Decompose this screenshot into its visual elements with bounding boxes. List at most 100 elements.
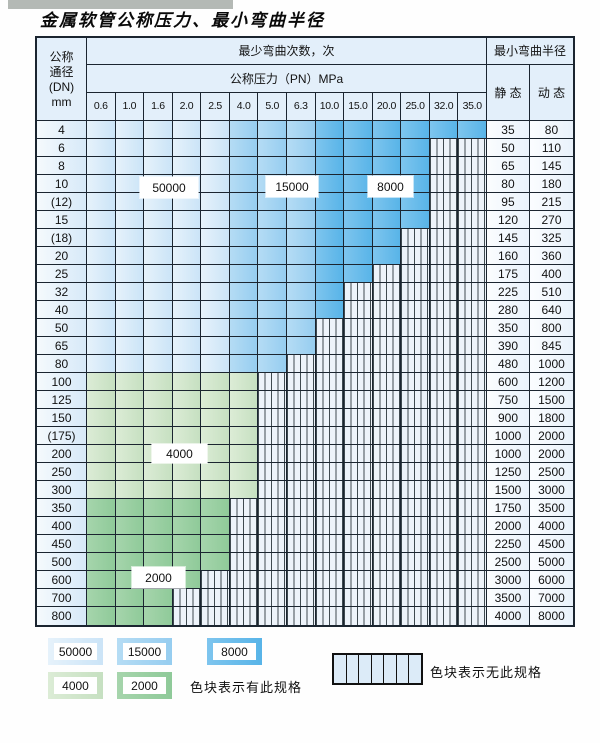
- spec-cell: [401, 193, 430, 211]
- no-spec-cell: [315, 535, 345, 553]
- spec-cell: [115, 535, 145, 553]
- spec-cell: [144, 139, 173, 157]
- no-spec-cell: [315, 337, 345, 355]
- no-spec-cell: [401, 355, 430, 373]
- spec-cell: [172, 157, 202, 175]
- no-spec-cell: [258, 391, 287, 409]
- no-spec-cell: [401, 373, 430, 391]
- spec-cell: [144, 427, 173, 445]
- dn-cell: 300: [37, 481, 87, 499]
- spec-cell: [115, 373, 145, 391]
- dn-cell: 700: [37, 589, 87, 607]
- spec-cell: [258, 337, 287, 355]
- spec-cell: [115, 355, 145, 373]
- spec-cell: [258, 193, 287, 211]
- dynamic-value-cell: 5000: [529, 553, 573, 571]
- dynamic-value-cell: 3000: [529, 481, 573, 499]
- spec-cell: [115, 283, 145, 301]
- no-spec-cell: [429, 247, 459, 265]
- no-spec-cell: [286, 445, 316, 463]
- dynamic-value-cell: 640: [529, 301, 573, 319]
- spec-cell: [258, 355, 287, 373]
- static-value-cell: 95: [486, 193, 530, 211]
- spec-cell: [115, 319, 145, 337]
- spec-cell: [87, 301, 116, 319]
- spec-cell: [258, 319, 287, 337]
- spec-cell: [201, 157, 230, 175]
- no-spec-cell: [372, 553, 402, 571]
- no-spec-cell: [429, 445, 459, 463]
- static-value-cell: 2500: [486, 553, 530, 571]
- spec-cell: [201, 247, 230, 265]
- no-spec-cell: [372, 535, 402, 553]
- no-spec-cell: [229, 517, 259, 535]
- no-spec-cell: [258, 481, 287, 499]
- spec-cell: [201, 283, 230, 301]
- spec-cell: [144, 499, 173, 517]
- spec-cell: [229, 301, 259, 319]
- spec-cell: [144, 535, 173, 553]
- no-spec-cell: [286, 589, 316, 607]
- spec-cell: [286, 211, 316, 229]
- spec-cell: [172, 427, 202, 445]
- no-spec-cell: [258, 535, 287, 553]
- spec-cell: [172, 355, 202, 373]
- no-spec-cell: [458, 337, 487, 355]
- spec-cell: [258, 301, 287, 319]
- nominal-pressure-header: 公称压力（PN）MPa: [87, 65, 487, 93]
- spec-cell: [87, 409, 116, 427]
- no-spec-cell: [286, 355, 316, 373]
- no-spec-cell: [286, 391, 316, 409]
- spec-cell: [87, 175, 116, 193]
- spec-cell: [315, 229, 345, 247]
- spec-cell: [229, 265, 259, 283]
- dn-cell: 450: [37, 535, 87, 553]
- no-spec-cell: [258, 607, 287, 625]
- spec-cell: [87, 571, 116, 589]
- spec-cell: [201, 121, 230, 139]
- no-spec-cell: [458, 175, 487, 193]
- dn-cell: 50: [37, 319, 87, 337]
- dynamic-header: 动 态: [529, 65, 573, 121]
- no-spec-cell: [458, 607, 487, 625]
- min-bend-radius-header: 最小弯曲半径: [486, 38, 573, 65]
- spec-count-label: 8000: [368, 176, 413, 197]
- no-spec-cell: [458, 571, 487, 589]
- static-value-cell: 145: [486, 229, 530, 247]
- no-spec-cell: [286, 463, 316, 481]
- no-spec-cell: [315, 589, 345, 607]
- legend-has-spec-text: 色块表示有此规格: [190, 680, 303, 695]
- spec-cell: [87, 283, 116, 301]
- spec-cell: [87, 247, 116, 265]
- legend-chip-label: 8000: [213, 643, 256, 660]
- no-spec-cell: [172, 589, 202, 607]
- dynamic-value-cell: 7000: [529, 589, 573, 607]
- spec-cell: [115, 265, 145, 283]
- legend-chip-label: 4000: [54, 677, 97, 694]
- spec-cell: [115, 445, 145, 463]
- dn-cell: 20: [37, 247, 87, 265]
- spec-cell: [201, 355, 230, 373]
- spec-cell: [201, 481, 230, 499]
- legend-chip-label: 2000: [123, 677, 166, 694]
- spec-cell: [201, 463, 230, 481]
- legend-chip-8000: 8000: [207, 638, 262, 665]
- no-spec-cell: [429, 301, 459, 319]
- dn-cell: 6: [37, 139, 87, 157]
- static-value-cell: 280: [486, 301, 530, 319]
- dn-cell: 8: [37, 157, 87, 175]
- no-spec-cell: [401, 319, 430, 337]
- spec-cell: [258, 121, 287, 139]
- spec-cell: [201, 427, 230, 445]
- dn-cell: 80: [37, 355, 87, 373]
- spec-cell: [115, 157, 145, 175]
- dn-cell: 25: [37, 265, 87, 283]
- no-spec-cell: [401, 247, 430, 265]
- no-spec-cell: [401, 463, 430, 481]
- spec-cell: [87, 121, 116, 139]
- spec-cell: [229, 463, 259, 481]
- static-header: 静 态: [486, 65, 530, 121]
- dynamic-value-cell: 180: [529, 175, 573, 193]
- dn-header-line: 通径: [49, 64, 74, 79]
- no-spec-cell: [344, 373, 373, 391]
